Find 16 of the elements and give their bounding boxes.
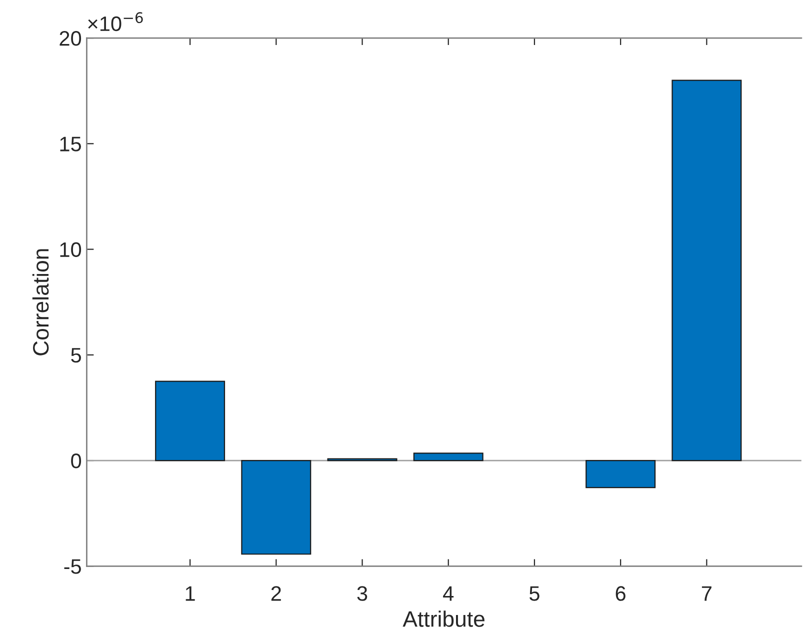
y-tick-label: 20 bbox=[60, 31, 82, 46]
x-tick-label: 1 bbox=[186, 586, 195, 601]
x-tick-label: 4 bbox=[443, 586, 454, 601]
y-axis-title: Correlation bbox=[32, 249, 49, 356]
x-tick-label: 6 bbox=[616, 586, 626, 601]
x-tick-label: 5 bbox=[530, 586, 540, 601]
y-tick-label: 15 bbox=[60, 136, 81, 152]
text: ×10$^{−6}$ bbox=[88, 12, 143, 32]
y-tick-label: 10 bbox=[60, 242, 82, 258]
y-tick-label: 5 bbox=[71, 348, 81, 363]
y-tick-label: -5 bbox=[64, 559, 81, 574]
x-tick-label: 2 bbox=[271, 586, 281, 601]
y-tick-label: 0 bbox=[71, 454, 82, 468]
x-tick-label: 7 bbox=[702, 586, 712, 601]
x-axis-title: Attribute bbox=[402, 610, 484, 627]
x-tick-label: 3 bbox=[357, 586, 368, 601]
